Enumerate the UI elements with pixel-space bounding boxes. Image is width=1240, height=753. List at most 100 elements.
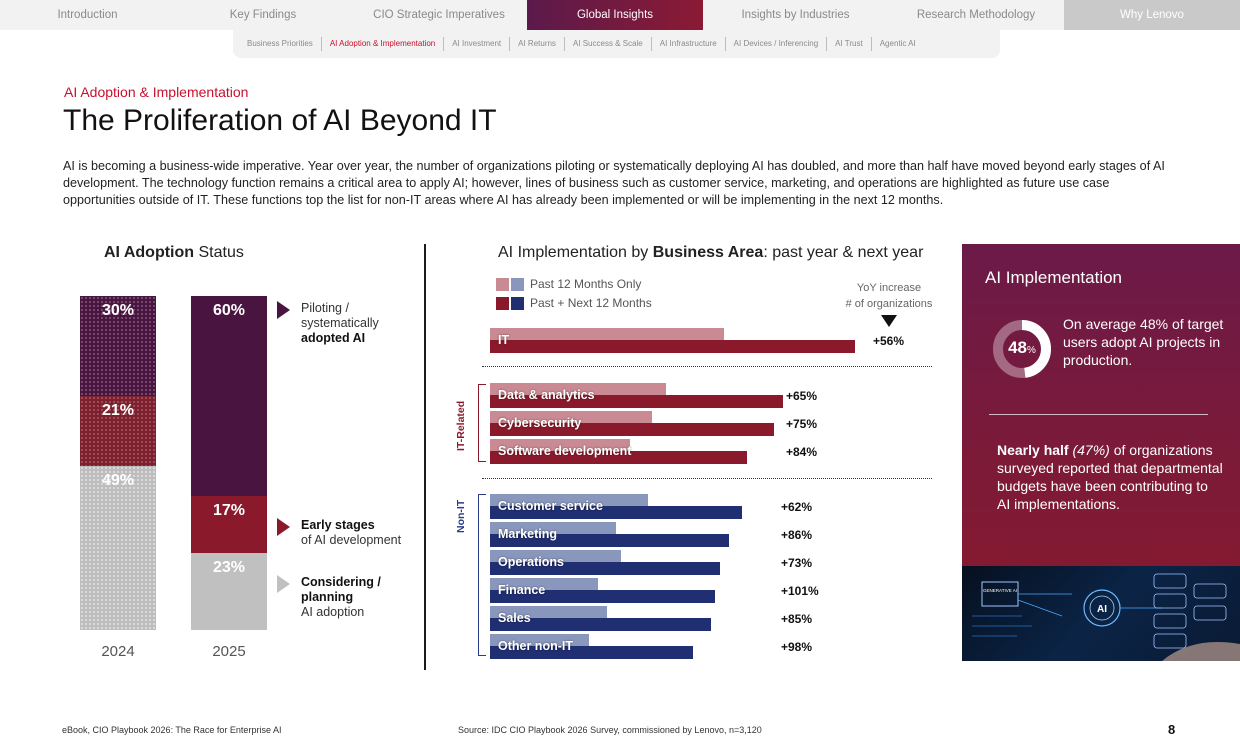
intro-paragraph: AI is becoming a business-wide imperativ… — [63, 159, 1165, 208]
adoption-bar-2024: 30% 21% 49% — [80, 296, 156, 630]
bar-value-label: 30% — [101, 302, 135, 319]
impl-title-post: : past year & next year — [763, 244, 924, 261]
bar-label-marketing: Marketing — [498, 527, 558, 541]
bar-past-marketing — [490, 522, 616, 535]
bar-segment-early-2025: 17% — [191, 496, 267, 554]
subtab-ai-devices[interactable]: AI Devices / Inferencing — [726, 37, 828, 51]
donut-unit: % — [1027, 345, 1036, 356]
group-label-non-it: Non-IT — [455, 499, 467, 533]
legend-piloting-line1: Piloting / — [301, 301, 349, 315]
key-past: Past 12 Months Only — [496, 277, 641, 291]
bar-label-data-analytics: Data & analytics — [498, 388, 595, 402]
year-label-2025: 2025 — [212, 643, 246, 660]
tab-introduction[interactable]: Introduction — [57, 9, 118, 21]
footer-publication: eBook, CIO Playbook 2026: The Race for E… — [62, 725, 282, 735]
tab-global-insights[interactable]: Global Insights — [527, 0, 703, 30]
subtab-ai-investment[interactable]: AI Investment — [444, 37, 511, 51]
page-number: 8 — [1168, 722, 1176, 737]
tab-insights-by-industries[interactable]: Insights by Industries — [741, 9, 850, 21]
yoy-header: YoY increase # of organizations — [840, 280, 938, 312]
subtab-ai-infrastructure[interactable]: AI Infrastructure — [652, 37, 726, 51]
bar-label-software-development: Software development — [498, 444, 632, 458]
section-eyebrow: AI Adoption & Implementation — [64, 84, 249, 100]
tab-research-methodology[interactable]: Research Methodology — [916, 9, 1036, 21]
yoy-value-finance: +101% — [781, 584, 819, 598]
group-label-it-related: IT-Related — [455, 400, 467, 451]
tab-key-findings[interactable]: Key Findings — [229, 9, 297, 21]
yoy-value-it: +56% — [873, 334, 905, 348]
bar-past-data-analytics — [490, 383, 666, 396]
yoy-value-customer-service: +62% — [781, 500, 813, 514]
bar-label-cybersecurity: Cybersecurity — [498, 416, 582, 430]
bar-next-sales — [490, 618, 711, 631]
legend-early-rest: of AI development — [301, 533, 402, 547]
subtab-ai-returns[interactable]: AI Returns — [510, 37, 565, 51]
panel-divider — [989, 414, 1208, 415]
section-divider — [424, 244, 426, 670]
subtab-business-priorities[interactable]: Business Priorities — [239, 37, 322, 51]
bar-next-data-analytics — [490, 395, 783, 408]
bar-past-cybersecurity — [490, 411, 652, 424]
generative-ai-image: GENERATIVE AI AI — [962, 566, 1240, 661]
bar-segment-piloting-2024: 30% — [80, 296, 156, 397]
bar-past-software-development — [490, 439, 630, 452]
subtab-ai-success-scale[interactable]: AI Success & Scale — [565, 37, 652, 51]
subtab-agentic-ai[interactable]: Agentic AI — [879, 39, 916, 48]
bar-next-operations — [490, 562, 720, 575]
adoption-title-rest: Status — [194, 244, 244, 261]
tab-cio-strategic-imperatives[interactable]: CIO Strategic Imperatives — [373, 9, 505, 21]
subtab-ai-adoption[interactable]: AI Adoption & Implementation — [322, 37, 445, 51]
bar-segment-considering-2025: 23% — [191, 553, 267, 630]
subtab-ai-trust[interactable]: AI Trust — [827, 37, 872, 51]
bar-next-other-non-it — [490, 646, 693, 659]
sub-nav: Business Priorities AI Adoption & Implem… — [233, 30, 1000, 58]
bar-value-label: 17% — [212, 502, 246, 520]
down-arrow-icon — [881, 315, 897, 327]
donut-value: 48 — [1008, 338, 1027, 357]
donut-arc — [993, 320, 1051, 378]
yoy-value-sales: +85% — [781, 612, 813, 626]
icon-box — [1153, 573, 1187, 589]
adoption-chart-title: AI Adoption Status — [104, 244, 244, 262]
yoy-value-operations: +73% — [781, 556, 813, 570]
yoy-value-other-non-it: +98% — [781, 640, 813, 654]
icon-box — [1193, 605, 1227, 621]
legend-considering: Considering / planning AI adoption — [277, 575, 381, 620]
impl-title-bold: Business Area — [652, 244, 764, 261]
legend-piloting: Piloting / systematically adopted AI — [277, 301, 379, 346]
bar-value-label: 49% — [101, 472, 135, 490]
key-swatch-blue-light — [511, 277, 524, 291]
adoption-title-bold: AI Adoption — [104, 244, 195, 261]
bar-label-finance: Finance — [498, 583, 546, 597]
legend-early: Early stages of AI development — [277, 518, 401, 548]
ai-panel-icon — [981, 581, 1019, 607]
yoy-header-line1: YoY increase — [856, 282, 922, 294]
year-label-2024: 2024 — [101, 643, 135, 660]
icon-box — [1153, 613, 1187, 629]
bar-past-other-non-it — [490, 634, 589, 647]
hand-shape — [1162, 642, 1240, 661]
legend-considering-bold2: planning — [301, 590, 354, 604]
key-swatch-red-light — [496, 277, 509, 291]
impl-title-pre: AI Implementation by — [498, 244, 653, 261]
key-swatch-red-dark — [496, 296, 509, 310]
bar-next-software-development — [490, 451, 747, 464]
stat2-bold: Nearly half — [997, 442, 1069, 458]
yoy-value-software-development: +84% — [786, 445, 818, 459]
it-related-bracket — [478, 384, 486, 462]
triangle-marker-icon — [277, 301, 290, 319]
donut-chart — [993, 320, 1051, 378]
image-caption: GENERATIVE AI — [983, 588, 1017, 593]
bar-next-finance — [490, 590, 715, 603]
key-past-label: Past 12 Months Only — [530, 277, 642, 291]
bar-label-customer-service: Customer service — [498, 499, 603, 513]
bar-value-label: 21% — [101, 402, 135, 420]
bar-past-it — [490, 328, 724, 341]
tab-why-lenovo[interactable]: Why Lenovo — [1064, 0, 1240, 30]
dotted-divider — [482, 478, 932, 479]
legend-early-bold: Early stages — [301, 518, 375, 532]
legend-considering-rest: AI adoption — [301, 605, 365, 619]
yoy-value-data-analytics: +65% — [786, 389, 818, 403]
yoy-value-cybersecurity: +75% — [786, 417, 818, 431]
bar-past-customer-service — [490, 494, 648, 507]
